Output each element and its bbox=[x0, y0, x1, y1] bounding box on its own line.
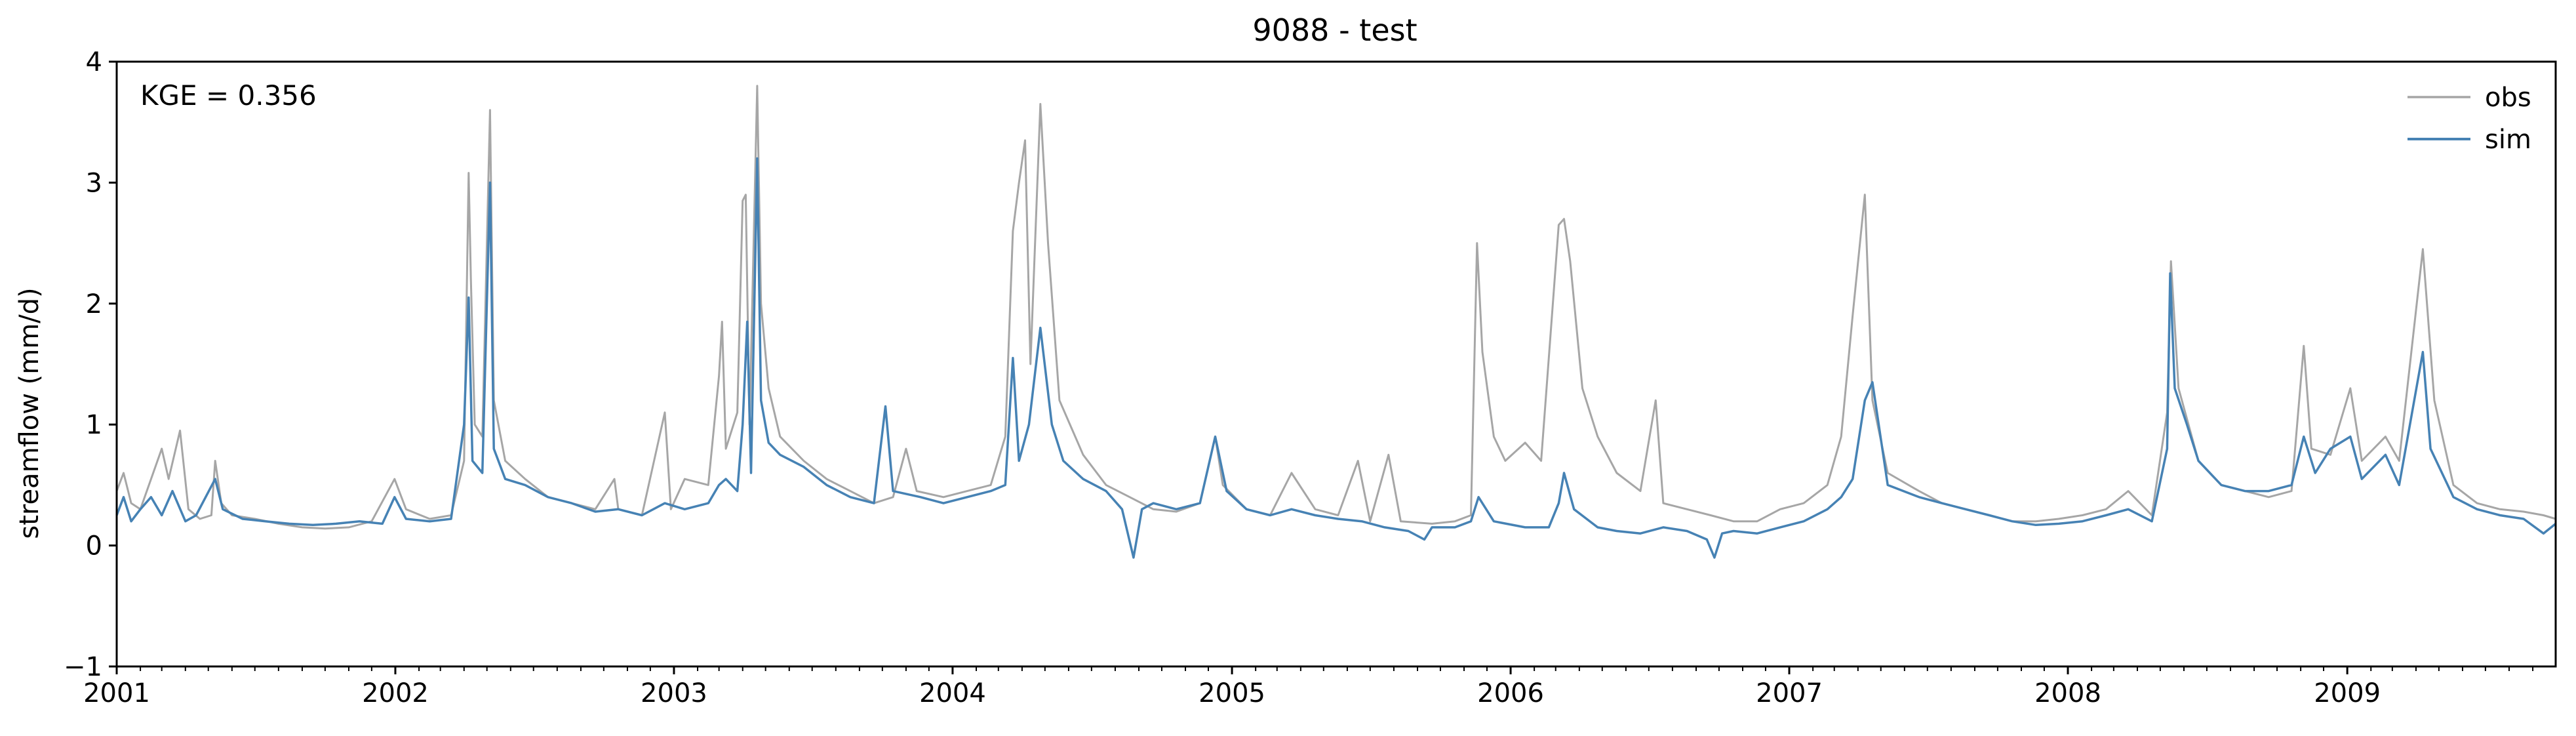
axis-layer: −1 0 1 2 3 4 2001 2002 2003 2004 2005 2006 2007 2008 2… bbox=[64, 47, 2534, 708]
series-layer bbox=[115, 85, 2557, 559]
x-tick-label: 2005 bbox=[1199, 678, 1265, 708]
series-line-sim bbox=[115, 157, 2557, 559]
x-tick-label: 2003 bbox=[641, 678, 707, 708]
y-tick-label: 4 bbox=[86, 47, 102, 77]
y-tick-label: 3 bbox=[86, 168, 102, 198]
kge-annotation: KGE = 0.356 bbox=[140, 79, 317, 112]
x-tick-label: 2008 bbox=[2034, 678, 2101, 708]
y-tick-label: 1 bbox=[86, 410, 102, 440]
legend: obs sim bbox=[2408, 83, 2531, 155]
y-tick-label: 2 bbox=[86, 289, 102, 319]
y-axis-label: streamflow (mm/d) bbox=[14, 287, 45, 539]
x-tick-label: 2009 bbox=[2314, 678, 2381, 708]
plot-area bbox=[115, 60, 2557, 668]
x-tick-label: 2004 bbox=[919, 678, 986, 708]
y-tick-label: 0 bbox=[86, 531, 102, 562]
series-line-obs bbox=[115, 85, 2556, 530]
y-tick-label: −1 bbox=[64, 652, 102, 682]
x-tick-label: 2006 bbox=[1477, 678, 1544, 708]
x-tick-label: 2002 bbox=[362, 678, 429, 708]
x-tick-label: 2007 bbox=[1756, 678, 1823, 708]
legend-label-sim: sim bbox=[2485, 125, 2531, 155]
legend-label-obs: obs bbox=[2485, 83, 2531, 113]
chart-title: 9088 - test bbox=[1252, 12, 1417, 48]
x-tick-label: 2001 bbox=[83, 678, 150, 708]
